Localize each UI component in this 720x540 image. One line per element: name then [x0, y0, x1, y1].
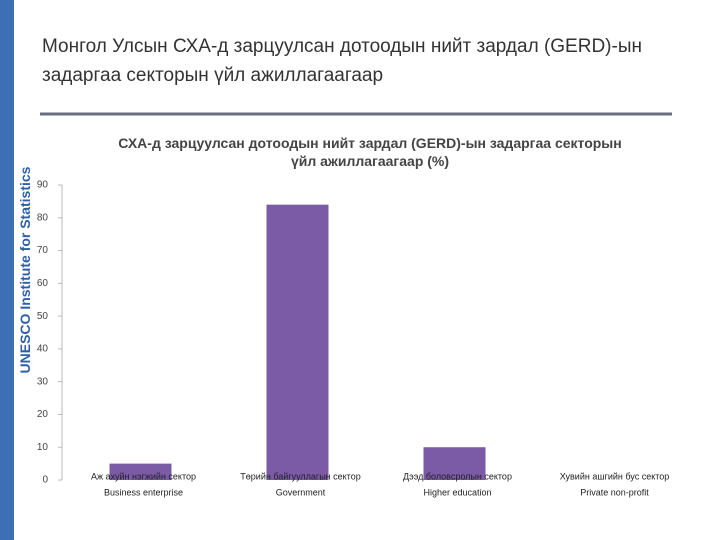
y-tick-label: 60: [37, 278, 49, 289]
side-band: [0, 0, 14, 540]
x-tick-label-en: Business enterprise: [104, 487, 183, 497]
y-tick-label: 10: [37, 442, 49, 453]
x-tick-label-en: Private non-profit: [580, 487, 649, 497]
x-tick-label-en: Government: [276, 487, 326, 497]
y-tick-label: 30: [37, 376, 49, 387]
y-tick-label: 90: [37, 180, 49, 191]
x-tick-label: Дээд боловсролын сектор: [403, 471, 512, 481]
y-tick-label: 40: [37, 344, 49, 355]
bar: [423, 447, 486, 480]
y-tick-label: 0: [42, 475, 48, 486]
y-tick-label: 70: [37, 245, 49, 256]
x-tick-label-en: Higher education: [423, 487, 491, 497]
side-label: UNESCO Institute for Statistics: [17, 166, 33, 374]
y-tick-label: 80: [37, 212, 49, 223]
chart-title: СХА-д зарцуулсан дотоодын нийт зардал (G…: [118, 135, 622, 169]
x-tick-label: Төрийн байгууллагын сектор: [240, 471, 360, 481]
x-tick-label: Хувийн ашгийн бус сектор: [560, 471, 670, 481]
slide-title: Монгол Улсын СХА-д зарцуулсан дотоодын н…: [42, 36, 642, 86]
y-tick-label: 20: [37, 409, 49, 420]
bar: [266, 204, 329, 480]
y-tick-label: 50: [37, 311, 49, 322]
x-tick-label: Аж ахуйн нэгжийн сектор: [91, 471, 196, 481]
bar: [109, 463, 172, 480]
